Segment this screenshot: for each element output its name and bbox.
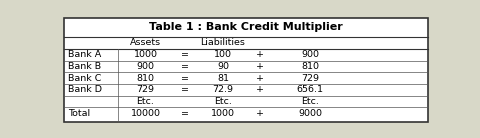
Text: Etc.: Etc. [301, 97, 319, 106]
Text: +: + [256, 74, 264, 83]
Text: Table 1 : Bank Credit Multiplier: Table 1 : Bank Credit Multiplier [149, 22, 343, 32]
Text: 810: 810 [136, 74, 155, 83]
Text: 100: 100 [214, 50, 232, 59]
Text: Etc.: Etc. [214, 97, 232, 106]
Text: Bank D: Bank D [68, 85, 102, 94]
Text: +: + [256, 85, 264, 94]
Text: =: = [181, 109, 190, 118]
Text: 1000: 1000 [211, 109, 235, 118]
Text: +: + [256, 109, 264, 118]
Text: Bank C: Bank C [68, 74, 101, 83]
Text: 9000: 9000 [298, 109, 322, 118]
Text: Total: Total [68, 109, 90, 118]
Text: +: + [256, 50, 264, 59]
Text: 656.1: 656.1 [297, 85, 324, 94]
Text: Liabilities: Liabilities [201, 39, 245, 47]
Text: +: + [256, 62, 264, 71]
Text: 1000: 1000 [133, 50, 157, 59]
Text: 900: 900 [136, 62, 155, 71]
Text: =: = [181, 85, 190, 94]
Text: 900: 900 [301, 50, 319, 59]
Text: =: = [181, 50, 190, 59]
Text: 90: 90 [217, 62, 229, 71]
Text: 729: 729 [301, 74, 319, 83]
Text: =: = [181, 62, 190, 71]
Text: =: = [181, 74, 190, 83]
Text: 72.9: 72.9 [213, 85, 233, 94]
Text: Assets: Assets [130, 39, 161, 47]
Text: 10000: 10000 [131, 109, 160, 118]
Text: Bank B: Bank B [68, 62, 101, 71]
Text: Bank A: Bank A [68, 50, 101, 59]
Text: Etc.: Etc. [136, 97, 155, 106]
Text: 729: 729 [136, 85, 155, 94]
Text: 81: 81 [217, 74, 229, 83]
Text: 810: 810 [301, 62, 319, 71]
